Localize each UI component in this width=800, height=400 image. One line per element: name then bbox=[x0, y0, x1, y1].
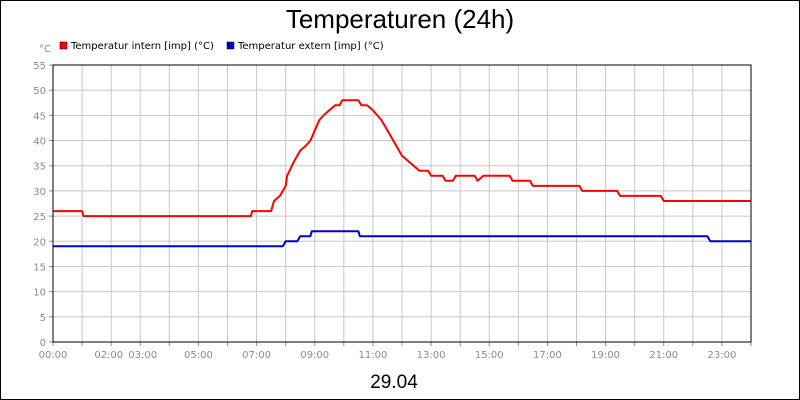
series-line-extern bbox=[53, 230, 751, 248]
x-tick-label: 02:00 bbox=[94, 350, 123, 361]
y-tick-label: 40 bbox=[33, 137, 46, 148]
x-tick-label: 03:00 bbox=[128, 350, 157, 361]
series-line-intern bbox=[53, 99, 751, 218]
y-tick-label: 30 bbox=[33, 187, 46, 198]
x-tick-label: 23:00 bbox=[708, 350, 737, 361]
x-tick-label: 09:00 bbox=[300, 350, 329, 361]
y-tick-label: 5 bbox=[40, 313, 46, 324]
x-tick-label: 17:00 bbox=[533, 350, 562, 361]
y-axis-ticks: 0 5 10 15 20 25 30 35 40 45 50 55 bbox=[33, 61, 53, 349]
y-tick-label: 0 bbox=[40, 338, 46, 349]
x-tick-label: 11:00 bbox=[359, 350, 388, 361]
x-tick-label: 13:00 bbox=[417, 350, 446, 361]
x-tick-label: 05:00 bbox=[184, 350, 213, 361]
x-tick-label: 00:00 bbox=[39, 350, 68, 361]
y-tick-label: 55 bbox=[33, 61, 46, 72]
grid bbox=[52, 64, 752, 343]
legend-label: Temperatur intern [imp] (°C) bbox=[70, 41, 214, 52]
y-tick-label: 45 bbox=[33, 111, 46, 122]
y-tick-label: 20 bbox=[33, 237, 46, 248]
legend: Temperatur intern [imp] (°C) Temperatur e… bbox=[59, 41, 384, 52]
chart-title: Temperaturen (24h) bbox=[286, 4, 514, 34]
x-tick-label: 15:00 bbox=[475, 350, 504, 361]
date-label: 29.04 bbox=[370, 372, 418, 393]
legend-label: Temperatur extern [imp] (°C) bbox=[237, 41, 384, 52]
legend-swatch bbox=[59, 41, 68, 50]
x-tick-label: 19:00 bbox=[591, 350, 620, 361]
x-tick-label: 21:00 bbox=[649, 350, 678, 361]
plot-area-border bbox=[52, 64, 752, 343]
x-axis-ticks: 00:00 02:00 03:00 05:00 07:00 09:00 11:00 13:00… bbox=[39, 342, 752, 361]
y-tick-label: 25 bbox=[33, 212, 46, 223]
y-tick-label: 10 bbox=[33, 288, 46, 299]
y-tick-label: 50 bbox=[33, 86, 46, 97]
legend-swatch bbox=[226, 41, 235, 50]
series-lines bbox=[53, 99, 751, 248]
y-axis-unit: °C bbox=[39, 44, 51, 55]
y-tick-label: 15 bbox=[33, 262, 46, 273]
y-tick-label: 35 bbox=[33, 162, 46, 173]
x-tick-label: 07:00 bbox=[242, 350, 271, 361]
